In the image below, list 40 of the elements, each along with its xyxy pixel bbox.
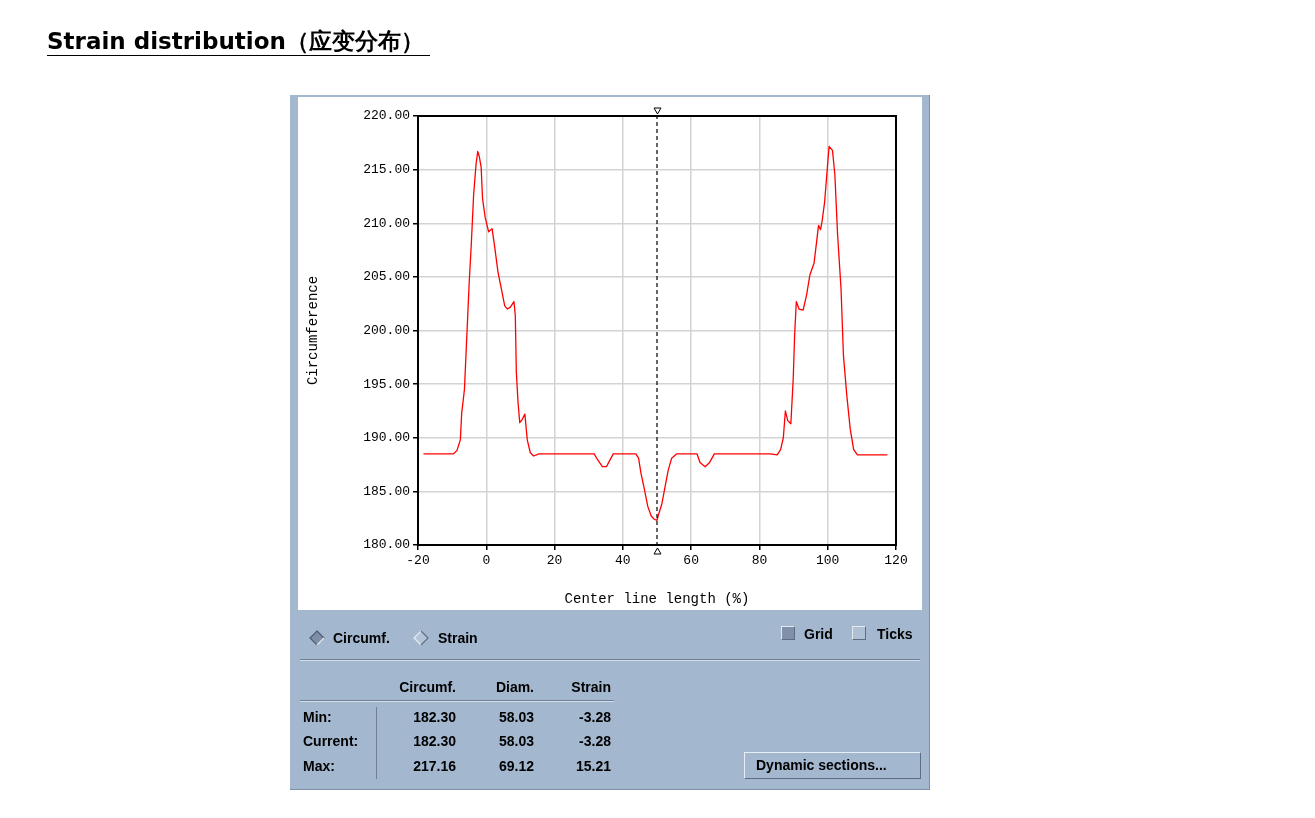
text: Diam.: [495, 679, 534, 695]
text: Min:: [303, 709, 332, 725]
text: Ticks: [877, 626, 913, 642]
text: Grid: [804, 626, 833, 642]
x-axis-title: Center line length (%): [564, 591, 750, 608]
text: 182.30: [413, 709, 456, 725]
y-tick-label: 195.00: [363, 376, 410, 392]
text: Circumf.: [399, 679, 456, 695]
y-tick-label: 220.00: [363, 108, 410, 124]
text: Strain: [571, 679, 611, 695]
x-tick-label: 20: [546, 553, 563, 569]
text: 182.30: [413, 733, 456, 749]
text: Current:: [303, 733, 359, 749]
y-tick-label: 215.00: [363, 162, 410, 178]
y-tick-label: 210.00: [363, 215, 410, 231]
chart-title: Strain distribution（应变分布）: [47, 27, 430, 56]
x-tick-label: 100: [816, 553, 840, 569]
y-tick-label: 200.00: [363, 322, 410, 338]
x-tick-label: -20: [406, 553, 430, 569]
y-tick-label: 185.00: [363, 483, 410, 499]
x-tick-label: 0: [482, 553, 491, 569]
text: Strain: [438, 630, 478, 646]
button: Dynamic sections...: [744, 752, 921, 779]
y-tick-label: 205.00: [363, 269, 410, 285]
text: 58.03: [498, 709, 534, 725]
text: Circumf.: [333, 630, 390, 646]
text: 69.12: [498, 758, 534, 774]
x-tick-label: 80: [751, 553, 768, 569]
text: -3.28: [579, 709, 611, 725]
text: Max:: [303, 758, 335, 774]
x-tick-label: 40: [615, 553, 631, 569]
y-axis-title: Circumference: [305, 275, 322, 386]
y-tick-label: 190.00: [363, 430, 410, 446]
text: 217.16: [413, 758, 456, 774]
x-tick-label: 120: [884, 553, 908, 569]
text: 58.03: [498, 733, 534, 749]
y-tick-label: 180.00: [363, 537, 410, 553]
x-tick-label: 60: [683, 553, 699, 569]
text: -3.28: [579, 733, 611, 749]
text: 15.21: [575, 758, 611, 774]
